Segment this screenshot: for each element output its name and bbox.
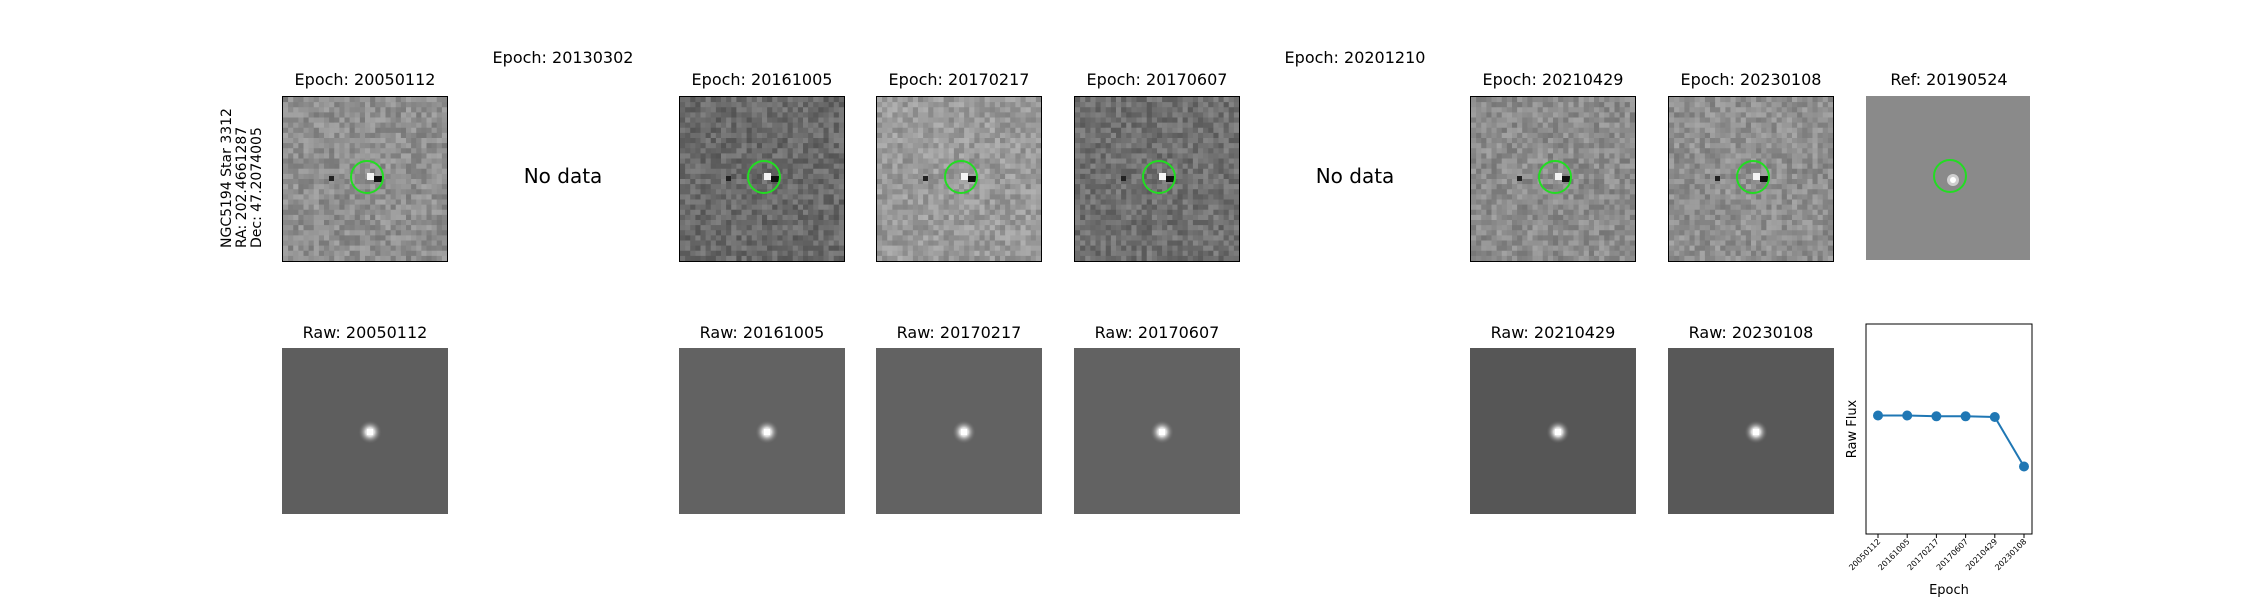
panel-title: Epoch: 20230108 — [1668, 70, 1834, 90]
data-point — [1931, 411, 1941, 421]
raw-image — [282, 348, 448, 514]
raw-panel-title: Raw: 20050112 — [282, 323, 448, 343]
raw-image — [679, 348, 845, 514]
raw-image — [1074, 348, 1240, 514]
panel-title: Epoch: 20170217 — [876, 70, 1042, 90]
panel-title: Epoch: 20130302 — [458, 48, 668, 68]
panel-title: Epoch: 20161005 — [679, 70, 845, 90]
difference-image — [1668, 96, 1834, 262]
raw-panel-title: Raw: 20230108 — [1668, 323, 1834, 343]
panel-title: Epoch: 20170607 — [1074, 70, 1240, 90]
series-line — [1878, 416, 2024, 467]
raw-image — [1668, 348, 1834, 514]
raw-flux-chart-svg: 2005011220161005201702172017060720210429… — [1836, 318, 2076, 598]
raw-panel-title: Raw: 20170607 — [1074, 323, 1240, 343]
star-core — [764, 429, 770, 435]
source-ra: RA: 202.4661287 — [235, 98, 250, 248]
panel-title: Epoch: 20210429 — [1470, 70, 1636, 90]
source-name: NGC5194 Star 3312 — [220, 98, 235, 248]
panel-title: Epoch: 20050112 — [282, 70, 448, 90]
difference-image — [679, 96, 845, 262]
raw-image — [876, 348, 1042, 514]
y-axis-label: Raw Flux — [1845, 399, 1860, 458]
panel-title: Ref: 20190524 — [1866, 70, 2032, 90]
raw-panel-title: Raw: 20170217 — [876, 323, 1042, 343]
difference-image — [1470, 96, 1636, 262]
no-data-label: No data — [1272, 164, 1438, 188]
data-point — [1961, 411, 1971, 421]
star-core — [961, 429, 967, 435]
difference-image — [1074, 96, 1240, 262]
difference-image — [876, 96, 1042, 262]
source-dec: Dec: 47.2074005 — [250, 98, 265, 248]
difference-image — [282, 96, 448, 262]
plot-frame — [1866, 324, 2032, 534]
x-tick-label: 20230108 — [1993, 537, 2028, 572]
data-point — [1873, 411, 1883, 421]
raw-panel-title: Raw: 20161005 — [679, 323, 845, 343]
no-data-label: No data — [480, 164, 646, 188]
x-axis-label: Epoch — [1929, 583, 1969, 598]
star-core — [367, 429, 373, 435]
panel-title: Epoch: 20201210 — [1250, 48, 1460, 68]
star-core — [1753, 429, 1759, 435]
reference-image — [1866, 96, 2032, 262]
star-core — [1159, 429, 1165, 435]
star-core — [1555, 429, 1561, 435]
data-point — [1990, 412, 2000, 422]
raw-image — [1470, 348, 1636, 514]
data-point — [1902, 411, 1912, 421]
data-point — [2019, 462, 2029, 472]
raw-panel-title: Raw: 20210429 — [1470, 323, 1636, 343]
